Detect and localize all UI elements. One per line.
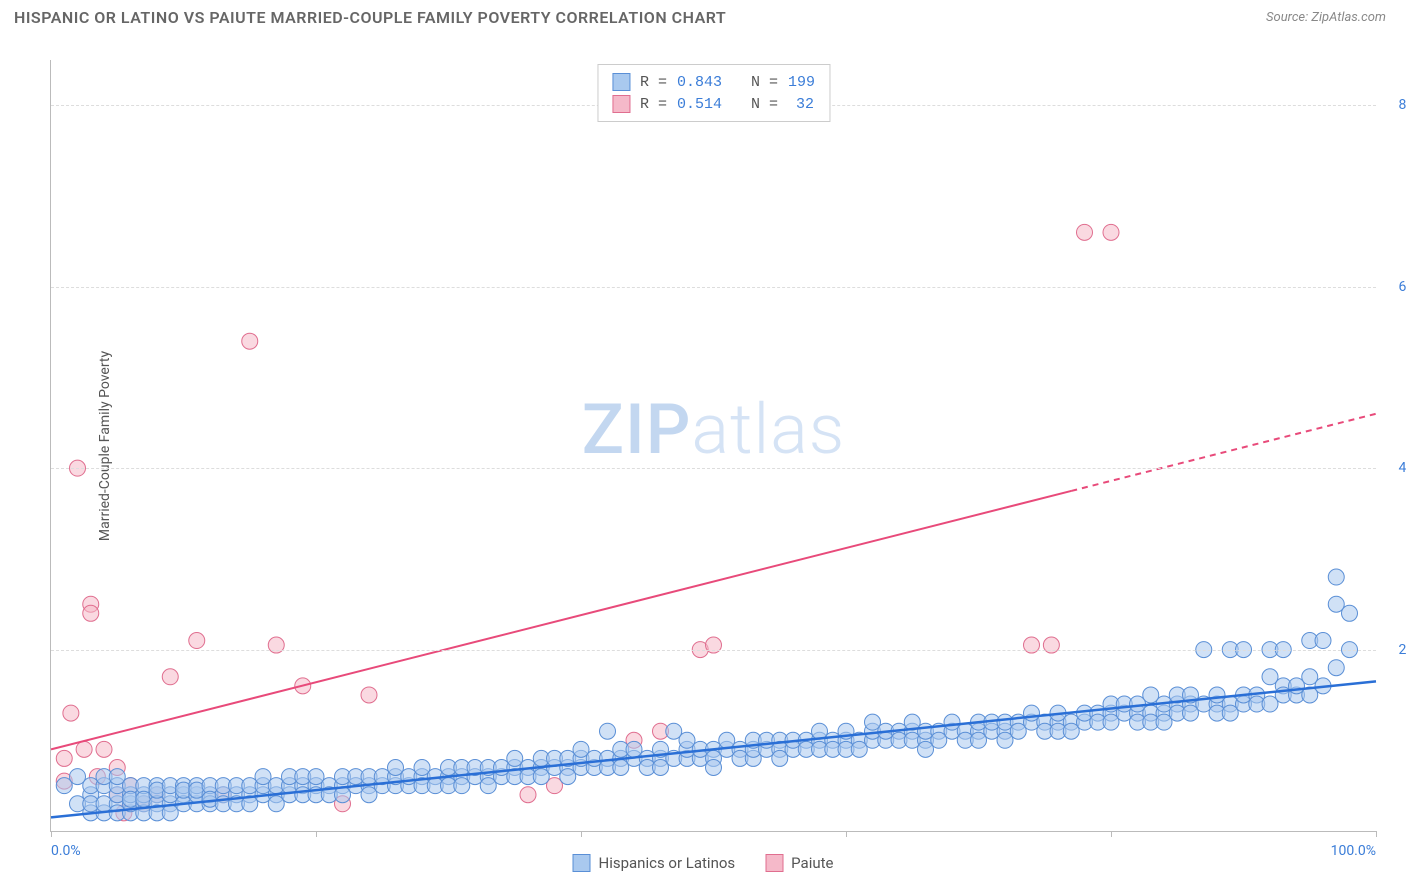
pink-marker: [520, 787, 536, 803]
pink-trendline: [51, 491, 1071, 749]
pink-marker: [83, 605, 99, 621]
xtick: [846, 831, 847, 837]
pink-marker: [361, 687, 377, 703]
swatch-pink: [765, 854, 783, 872]
r-label: R =: [640, 96, 667, 113]
pink-marker: [162, 669, 178, 685]
pink-marker: [706, 637, 722, 653]
r-value-pink: 0.514: [677, 96, 722, 113]
legend-item-blue: Hispanics or Latinos: [573, 854, 736, 872]
blue-marker: [1328, 569, 1344, 585]
n-value-pink: 32: [788, 96, 814, 113]
ytick-label: 40.0%: [1386, 460, 1406, 476]
xtick: [316, 831, 317, 837]
n-value-blue: 199: [788, 74, 815, 91]
pink-marker: [242, 333, 258, 349]
plot-area: ZIPatlas R = 0.843 N = 199 R = 0.514 N =…: [50, 60, 1376, 832]
bottom-legend: Hispanics or Latinos Paiute: [573, 854, 834, 872]
xtick-label-right: 100.0%: [1331, 843, 1376, 859]
n-label: N =: [751, 96, 778, 113]
pink-marker: [63, 705, 79, 721]
pink-trendline-dashed: [1071, 414, 1376, 491]
gridline: [51, 650, 1376, 651]
ytick-label: 20.0%: [1386, 642, 1406, 658]
pink-marker: [1077, 224, 1093, 240]
xtick: [1111, 831, 1112, 837]
pink-marker: [76, 741, 92, 757]
source-attribution: Source: ZipAtlas.com: [1266, 10, 1386, 25]
xtick-label-left: 0.0%: [51, 843, 81, 859]
pink-marker: [56, 750, 72, 766]
ytick-label: 60.0%: [1386, 279, 1406, 295]
chart-title: HISPANIC OR LATINO VS PAIUTE MARRIED-COU…: [14, 8, 726, 27]
pink-marker: [1024, 637, 1040, 653]
ytick-label: 80.0%: [1386, 97, 1406, 113]
legend-label-blue: Hispanics or Latinos: [599, 854, 736, 872]
pink-marker: [268, 637, 284, 653]
blue-marker: [1342, 605, 1358, 621]
legend-label-pink: Paiute: [791, 854, 833, 872]
legend-item-pink: Paiute: [765, 854, 833, 872]
pink-marker: [1043, 637, 1059, 653]
swatch-blue: [612, 73, 630, 91]
blue-trendline: [51, 681, 1376, 817]
xtick: [581, 831, 582, 837]
blue-marker: [1328, 660, 1344, 676]
blue-marker: [706, 760, 722, 776]
gridline: [51, 468, 1376, 469]
stats-row-pink: R = 0.514 N = 32: [612, 93, 815, 115]
gridline: [51, 287, 1376, 288]
swatch-blue: [573, 854, 591, 872]
stats-legend: R = 0.843 N = 199 R = 0.514 N = 32: [597, 64, 830, 122]
xtick: [1376, 831, 1377, 837]
chart-header: HISPANIC OR LATINO VS PAIUTE MARRIED-COU…: [0, 0, 1406, 31]
r-value-blue: 0.843: [677, 74, 722, 91]
n-label: N =: [751, 74, 778, 91]
blue-marker: [1315, 633, 1331, 649]
pink-marker: [189, 633, 205, 649]
swatch-pink: [612, 95, 630, 113]
r-label: R =: [640, 74, 667, 91]
pink-marker: [96, 741, 112, 757]
plot-svg: [51, 60, 1376, 831]
stats-row-blue: R = 0.843 N = 199: [612, 71, 815, 93]
blue-marker: [600, 723, 616, 739]
pink-marker: [1103, 224, 1119, 240]
xtick: [51, 831, 52, 837]
